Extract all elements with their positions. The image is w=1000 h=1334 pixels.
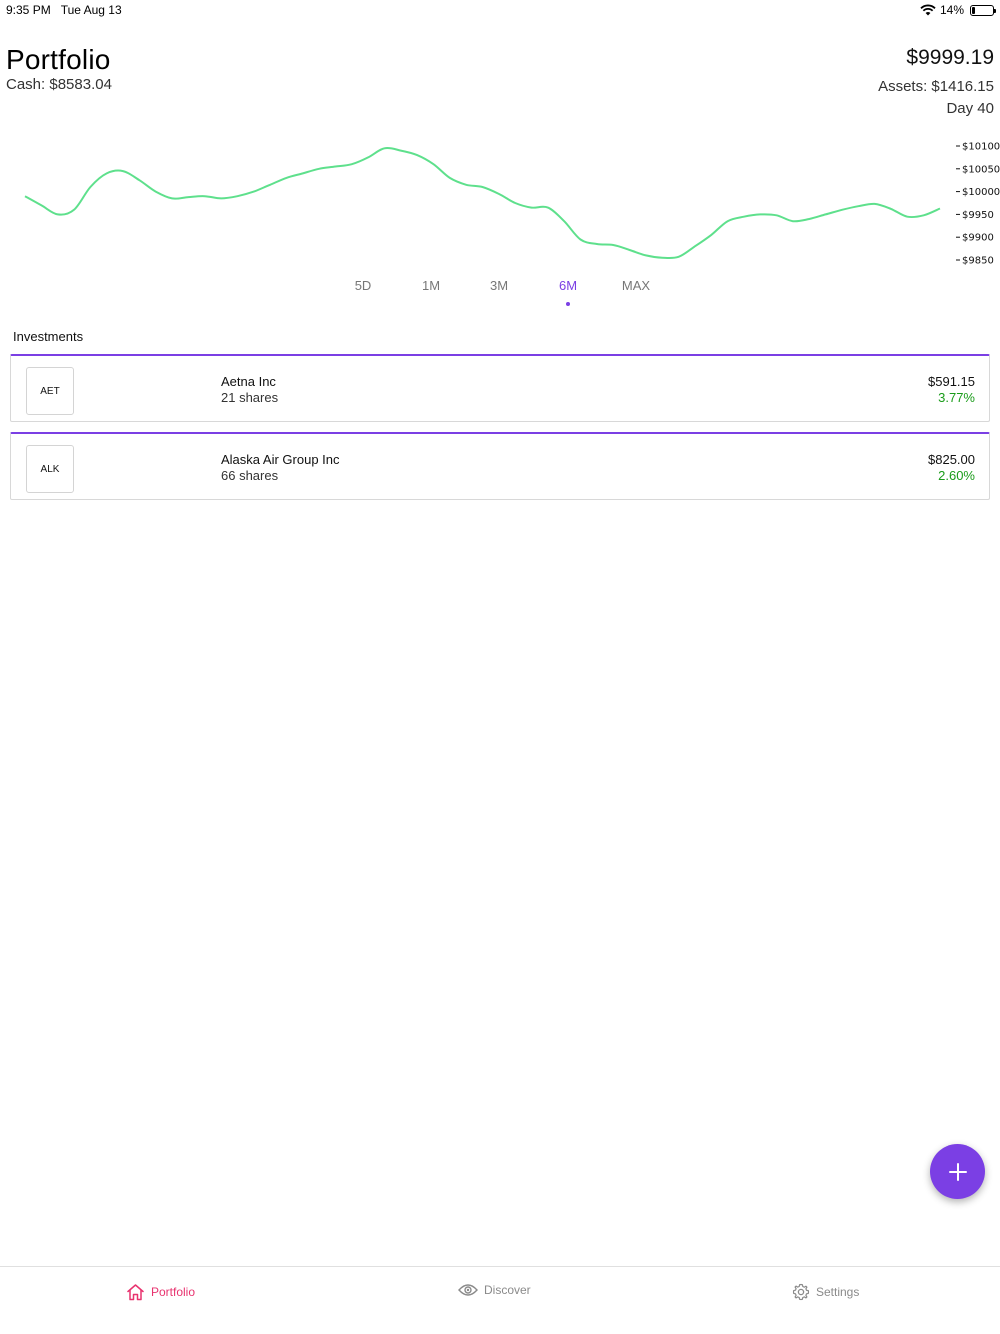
status-right: 14%	[920, 3, 996, 17]
chart-svg: $10100 $10050 $10000 $9950 $9900 $9850	[24, 142, 1000, 267]
battery-icon	[970, 4, 996, 16]
tab-portfolio[interactable]: Portfolio	[126, 1283, 195, 1301]
status-time: 9:35 PM	[6, 3, 51, 17]
y-tick-label: $9900	[962, 233, 994, 244]
range-tab-5d[interactable]: 5D	[354, 278, 372, 293]
home-icon	[127, 1284, 144, 1301]
add-investment-button[interactable]	[930, 1144, 985, 1199]
y-tick-label: $10000	[962, 187, 1000, 198]
page-title: Portfolio	[6, 44, 111, 75]
status-date: Tue Aug 13	[60, 3, 122, 17]
y-tick-label: $10050	[962, 164, 1000, 175]
range-tab-1m[interactable]: 1M	[421, 278, 441, 293]
range-selector: 5D 1M 3M 6M MAX	[0, 278, 1000, 308]
status-left: 9:35 PM Tue Aug 13	[6, 3, 122, 17]
range-tab-6m[interactable]: 6M	[558, 278, 578, 293]
cash-balance: Cash: $8583.04	[6, 76, 112, 93]
ticker-badge: AET	[26, 367, 74, 415]
range-tab-3m[interactable]: 3M	[489, 278, 509, 293]
status-bar: 9:35 PM Tue Aug 13 14%	[0, 0, 1000, 22]
ticker-badge: ALK	[26, 445, 74, 493]
header-right: $9999.19 Assets: $1416.15 Day 40	[878, 46, 994, 120]
plus-icon	[948, 1162, 967, 1181]
tab-discover[interactable]: Discover	[458, 1283, 531, 1297]
range-active-indicator	[566, 302, 570, 306]
investments-title: Investments	[13, 329, 84, 344]
header-left: Portfolio Cash: $8583.04	[6, 44, 112, 93]
battery-percent: 14%	[939, 3, 964, 17]
eye-icon	[458, 1284, 478, 1296]
investment-name: Alaska Air Group Inc	[221, 452, 340, 467]
tab-label: Discover	[484, 1283, 531, 1297]
battery-fill	[972, 6, 975, 14]
investment-shares: 66 shares	[221, 468, 279, 483]
day-counter: Day 40	[946, 100, 994, 117]
assets-value: Assets: $1416.15	[878, 78, 994, 95]
investment-change: 2.60%	[938, 468, 975, 483]
investment-card[interactable]: AET Aetna Inc 21 shares $591.15 3.77%	[10, 354, 990, 422]
portfolio-total-value: $9999.19	[906, 46, 994, 69]
y-tick-label: $9950	[962, 210, 994, 221]
wifi-icon	[920, 4, 936, 16]
investment-value: $825.00	[928, 452, 975, 467]
tab-label: Portfolio	[151, 1285, 196, 1299]
tab-bar: Portfolio Discover Settings	[0, 1266, 1000, 1334]
investment-shares: 21 shares	[221, 390, 279, 405]
portfolio-chart: $10100 $10050 $10000 $9950 $9900 $9850	[0, 128, 1000, 278]
investment-card[interactable]: ALK Alaska Air Group Inc 66 shares $825.…	[10, 432, 990, 500]
tab-settings[interactable]: Settings	[792, 1283, 859, 1301]
y-tick-label: $9850	[962, 256, 994, 267]
gear-icon	[792, 1283, 810, 1301]
chart-series-line	[24, 146, 941, 260]
range-tab-max[interactable]: MAX	[621, 278, 651, 293]
investment-change: 3.77%	[938, 390, 975, 405]
investment-name: Aetna Inc	[221, 374, 276, 389]
tab-label: Settings	[816, 1285, 860, 1299]
y-tick-label: $10100	[962, 142, 1000, 153]
investment-value: $591.15	[928, 374, 975, 389]
